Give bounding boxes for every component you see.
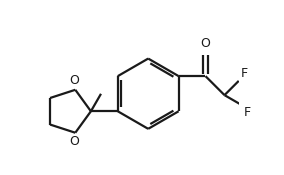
Text: F: F bbox=[244, 106, 251, 119]
Text: O: O bbox=[201, 37, 210, 50]
Text: F: F bbox=[240, 67, 248, 80]
Text: O: O bbox=[69, 74, 79, 87]
Text: O: O bbox=[69, 135, 79, 148]
